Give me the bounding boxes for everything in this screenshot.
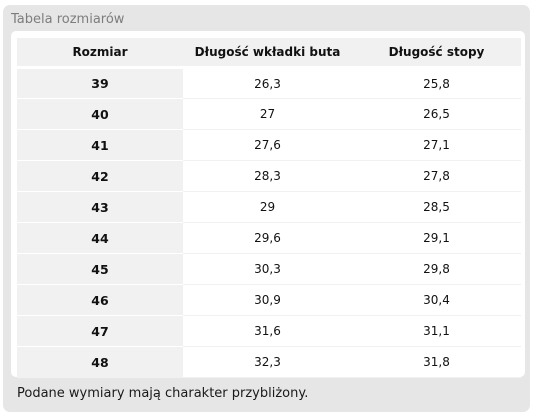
header-size: Rozmiar	[17, 38, 183, 69]
table-row: 43 29 28,5	[17, 191, 521, 223]
size-table: Rozmiar Długość wkładki buta Długość sto…	[17, 38, 521, 378]
foot-length-cell: 26,5	[352, 98, 521, 130]
insole-length-cell: 28,3	[183, 160, 352, 192]
insole-length-cell: 30,3	[183, 253, 352, 285]
foot-length-cell: 30,4	[352, 284, 521, 316]
header-foot-length: Długość stopy	[352, 38, 521, 69]
foot-length-cell: 25,8	[352, 67, 521, 99]
size-cell: 46	[17, 284, 183, 316]
foot-length-cell: 29,1	[352, 222, 521, 254]
size-table-card: Rozmiar Długość wkładki buta Długość sto…	[11, 31, 525, 378]
table-row: 45 30,3 29,8	[17, 253, 521, 285]
foot-length-cell: 28,5	[352, 191, 521, 223]
insole-length-cell: 29	[183, 191, 352, 223]
header-insole-length: Długość wkładki buta	[183, 38, 352, 69]
insole-length-cell: 29,6	[183, 222, 352, 254]
foot-length-cell: 27,8	[352, 160, 521, 192]
size-cell: 48	[17, 346, 183, 378]
table-header-row: Rozmiar Długość wkładki buta Długość sto…	[17, 38, 521, 69]
foot-length-cell: 31,8	[352, 346, 521, 378]
table-row: 44 29,6 29,1	[17, 222, 521, 254]
table-row: 48 32,3 31,8	[17, 346, 521, 378]
insole-length-cell: 26,3	[183, 67, 352, 99]
insole-length-cell: 31,6	[183, 315, 352, 347]
insole-length-cell: 27,6	[183, 129, 352, 161]
table-row: 40 27 26,5	[17, 98, 521, 130]
size-cell: 41	[17, 129, 183, 161]
insole-length-cell: 32,3	[183, 346, 352, 378]
foot-length-cell: 29,8	[352, 253, 521, 285]
foot-length-cell: 31,1	[352, 315, 521, 347]
insole-length-cell: 30,9	[183, 284, 352, 316]
size-cell: 42	[17, 160, 183, 192]
size-cell: 43	[17, 191, 183, 223]
size-cell: 40	[17, 98, 183, 130]
table-row: 47 31,6 31,1	[17, 315, 521, 347]
size-cell: 47	[17, 315, 183, 347]
foot-length-cell: 27,1	[352, 129, 521, 161]
approximate-dimensions-note: Podane wymiary mają charakter przybliżon…	[17, 386, 309, 401]
table-row: 39 26,3 25,8	[17, 67, 521, 99]
size-cell: 44	[17, 222, 183, 254]
table-row: 46 30,9 30,4	[17, 284, 521, 316]
table-row: 41 27,6 27,1	[17, 129, 521, 161]
size-chart-panel: Tabela rozmiarów Rozmiar Długość wkładki…	[3, 5, 530, 412]
size-cell: 39	[17, 67, 183, 99]
insole-length-cell: 27	[183, 98, 352, 130]
panel-title: Tabela rozmiarów	[11, 12, 125, 27]
size-cell: 45	[17, 253, 183, 285]
table-row: 42 28,3 27,8	[17, 160, 521, 192]
